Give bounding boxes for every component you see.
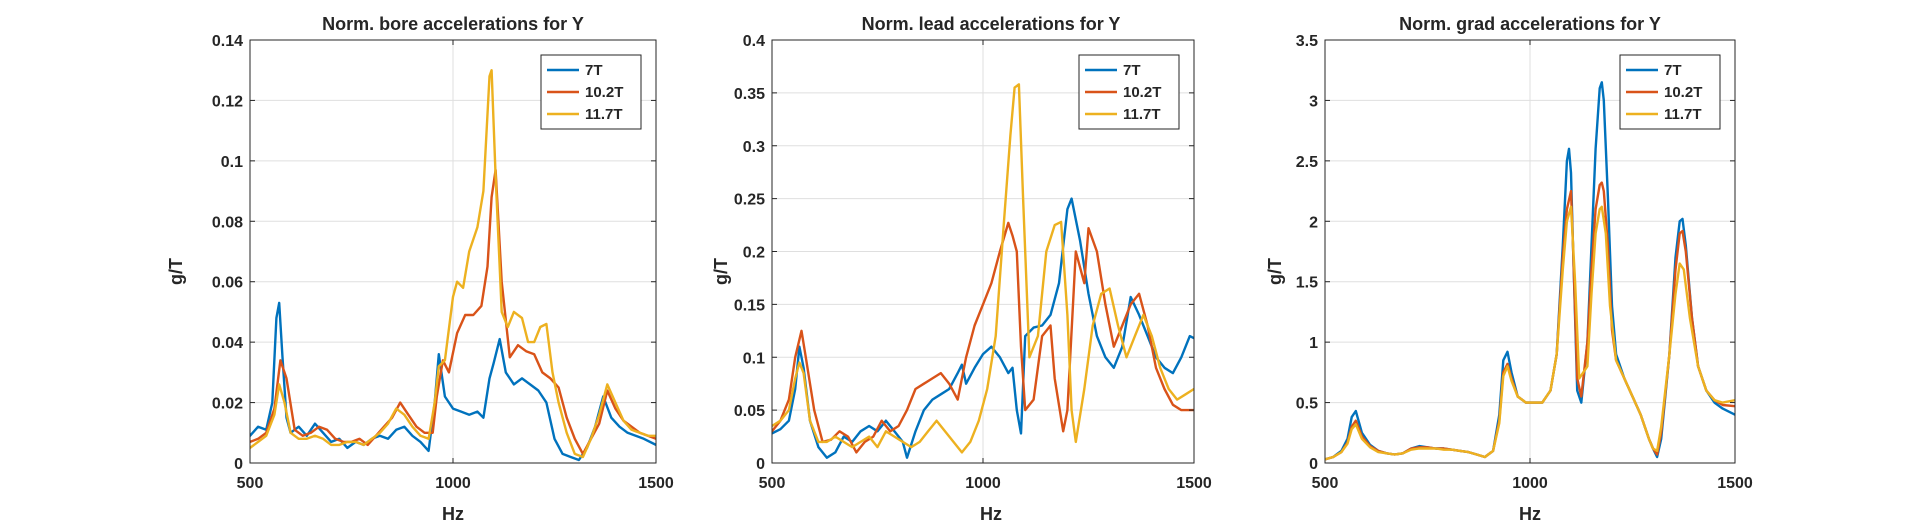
y-axis-label: g/T bbox=[166, 258, 186, 285]
legend: 7T 10.2T 11.7T bbox=[1619, 54, 1721, 130]
y-axis-label: g/T bbox=[711, 258, 731, 285]
y-tick-label: 0.15 bbox=[734, 297, 765, 314]
y-tick-label: 0.06 bbox=[212, 275, 243, 292]
y-axis-label: g/T bbox=[1265, 258, 1285, 285]
legend: 7T 10.2T 11.7T bbox=[540, 54, 642, 130]
y-tick-label: 0 bbox=[234, 456, 243, 473]
y-tick-label: 0.08 bbox=[212, 214, 243, 231]
series-line-11-7t bbox=[772, 83, 1194, 454]
y-tick-label: 0.4 bbox=[743, 33, 765, 50]
panel-lead-accelerations: Norm. lead accelerations for Y Hz g/T 50… bbox=[711, 14, 1212, 524]
y-tick-label: 2.5 bbox=[1296, 154, 1318, 171]
y-tick-label: 0.3 bbox=[743, 139, 765, 156]
y-tick-label: 0.1 bbox=[221, 154, 243, 171]
y-tick-label: 0.2 bbox=[743, 245, 765, 262]
x-tick-label: 1500 bbox=[638, 475, 674, 492]
panel-bore-accelerations: Norm. bore accelerations for Y Hz g/T 50… bbox=[166, 14, 674, 524]
series-line-10-2t bbox=[772, 221, 1194, 454]
y-tick-label: 3 bbox=[1309, 93, 1318, 110]
x-tick-label: 500 bbox=[237, 475, 264, 492]
y-tick-label: 0.02 bbox=[212, 396, 243, 413]
x-axis-label: Hz bbox=[980, 504, 1002, 524]
x-tick-label: 1000 bbox=[1512, 475, 1548, 492]
y-tick-label: 0.04 bbox=[212, 335, 243, 352]
series-line-7t bbox=[772, 197, 1194, 459]
chart-title: Norm. lead accelerations for Y bbox=[862, 14, 1121, 34]
x-tick-label: 500 bbox=[759, 475, 786, 492]
y-tick-label: 1 bbox=[1309, 335, 1318, 352]
y-tick-label: 2 bbox=[1309, 214, 1318, 231]
chart-title: Norm. bore accelerations for Y bbox=[322, 14, 584, 34]
legend-label: 10.2T bbox=[585, 84, 623, 101]
y-tick-label: 3.5 bbox=[1296, 33, 1318, 50]
legend: 7T 10.2T 11.7T bbox=[1078, 54, 1180, 130]
chart-title: Norm. grad accelerations for Y bbox=[1399, 14, 1661, 34]
x-tick-label: 1000 bbox=[965, 475, 1001, 492]
y-tick-label: 0.1 bbox=[743, 350, 765, 367]
legend-label: 11.7T bbox=[1664, 106, 1702, 123]
series-line-7t bbox=[250, 301, 656, 462]
legend-label: 11.7T bbox=[1123, 106, 1161, 123]
x-axis-label: Hz bbox=[442, 504, 464, 524]
legend-label: 10.2T bbox=[1123, 84, 1161, 101]
y-tick-label: 0.35 bbox=[734, 86, 765, 103]
legend-label: 7T bbox=[1123, 62, 1141, 79]
y-tick-label: 0.12 bbox=[212, 93, 243, 110]
legend-label: 7T bbox=[1664, 62, 1682, 79]
y-tick-label: 0.14 bbox=[212, 33, 243, 50]
x-axis-label: Hz bbox=[1519, 504, 1541, 524]
legend-label: 10.2T bbox=[1664, 84, 1702, 101]
y-tick-label: 0 bbox=[1309, 456, 1318, 473]
legend-label: 11.7T bbox=[585, 106, 623, 123]
x-tick-label: 500 bbox=[1312, 475, 1339, 492]
y-tick-label: 1.5 bbox=[1296, 275, 1318, 292]
series-line-11-7t bbox=[250, 68, 656, 459]
y-tick-label: 0.05 bbox=[734, 403, 765, 420]
x-tick-label: 1500 bbox=[1717, 475, 1753, 492]
x-tick-label: 1500 bbox=[1176, 475, 1212, 492]
legend-label: 7T bbox=[585, 62, 603, 79]
y-tick-label: 0.5 bbox=[1296, 396, 1318, 413]
y-tick-label: 0.25 bbox=[734, 192, 765, 209]
panel-grad-accelerations: Norm. grad accelerations for Y Hz g/T 50… bbox=[1265, 14, 1753, 524]
x-tick-label: 1000 bbox=[435, 475, 471, 492]
series-line-11-7t bbox=[1325, 205, 1735, 461]
y-tick-label: 0 bbox=[756, 456, 765, 473]
